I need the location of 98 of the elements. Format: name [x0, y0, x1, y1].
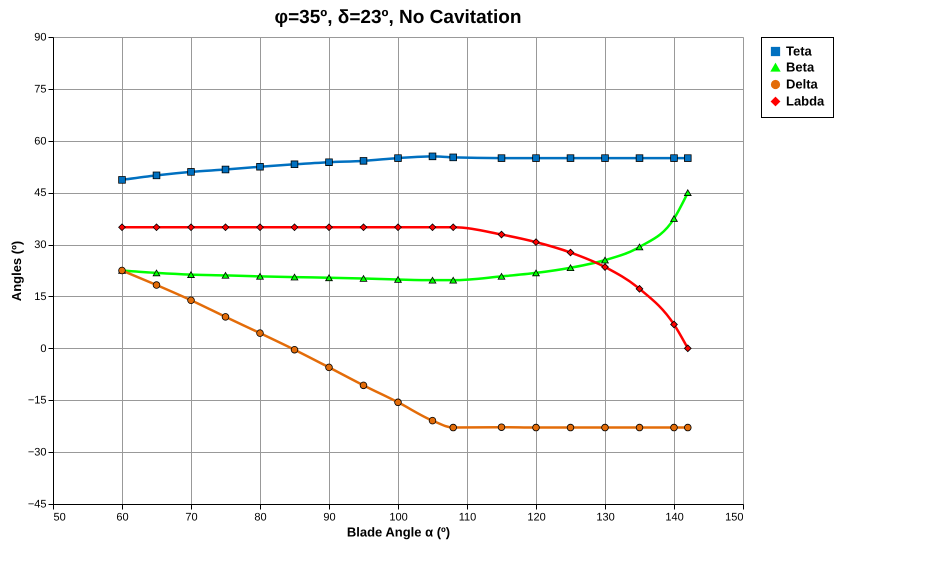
point — [256, 329, 264, 337]
y-tick-label: 90 — [34, 32, 46, 44]
point — [449, 424, 457, 432]
point — [684, 424, 692, 432]
point — [498, 154, 506, 162]
x-tick-label: 70 — [185, 512, 198, 524]
point — [684, 154, 692, 162]
x-tick-label: 120 — [527, 512, 546, 524]
point — [428, 152, 436, 160]
point — [360, 275, 368, 282]
point — [684, 344, 692, 352]
point — [394, 398, 402, 406]
point — [670, 320, 678, 328]
point — [532, 154, 540, 162]
point — [152, 281, 160, 289]
point — [256, 224, 264, 232]
point — [256, 162, 264, 170]
y-tick-label: 75 — [34, 83, 46, 96]
point — [187, 224, 195, 232]
point — [449, 224, 457, 232]
point — [325, 224, 333, 232]
x-tick-label: 80 — [254, 512, 267, 524]
point — [394, 276, 402, 283]
point — [566, 424, 574, 432]
point — [636, 285, 644, 293]
point — [601, 154, 609, 162]
y-tick-label: 60 — [34, 135, 46, 148]
y-tick-label: 15 — [34, 290, 46, 303]
point — [222, 224, 230, 232]
x-tick-label: 50 — [54, 512, 66, 524]
point — [498, 423, 506, 431]
point — [290, 224, 298, 232]
point — [449, 276, 457, 284]
point — [222, 313, 230, 321]
point — [449, 154, 457, 162]
point — [428, 276, 436, 284]
point — [118, 176, 126, 184]
point — [428, 416, 436, 424]
y-tick-label: 30 — [34, 239, 46, 252]
x-axis-title: Blade Angle α (º) — [346, 524, 450, 540]
x-tick-label: 90 — [323, 512, 336, 524]
point — [325, 158, 333, 166]
point — [152, 224, 160, 232]
point — [290, 274, 298, 280]
legend-label: Delta — [786, 76, 819, 92]
point — [187, 168, 195, 176]
point — [498, 230, 506, 238]
point — [428, 224, 436, 232]
point — [684, 189, 692, 196]
y-tick-label: 0 — [40, 342, 46, 355]
legend-label: Teta — [786, 44, 813, 58]
point — [222, 166, 230, 174]
point — [670, 154, 678, 162]
point — [256, 273, 264, 280]
legend-label: Labda — [786, 94, 826, 108]
point — [360, 157, 368, 165]
point — [566, 154, 574, 162]
point — [566, 264, 574, 272]
point — [394, 224, 402, 232]
point — [532, 270, 540, 276]
point — [636, 244, 644, 250]
point — [360, 224, 368, 232]
x-tick-label: 110 — [458, 512, 476, 524]
x-tick-label: 140 — [665, 512, 684, 524]
x-tick-label: 150 — [725, 512, 744, 524]
x-tick-label: 130 — [596, 512, 615, 524]
y-tick-label: −30 — [28, 446, 46, 459]
point — [532, 238, 540, 246]
point — [498, 273, 506, 280]
point — [601, 263, 609, 271]
y-tick-label: −45 — [28, 498, 46, 510]
y-tick-label: −15 — [28, 394, 46, 407]
x-tick-label: 100 — [389, 512, 408, 524]
point — [394, 154, 402, 162]
point — [566, 248, 574, 256]
point — [187, 296, 195, 304]
point — [118, 224, 126, 232]
point — [670, 424, 678, 432]
point — [636, 424, 644, 432]
point — [601, 256, 609, 264]
point — [290, 160, 298, 168]
point — [532, 424, 540, 432]
y-tick-label: 45 — [34, 187, 46, 200]
point — [360, 382, 368, 390]
point — [636, 154, 644, 162]
point — [325, 274, 333, 282]
y-axis-title: Angles (º) — [8, 240, 24, 302]
point — [601, 424, 609, 432]
chart-title: φ=35º, δ=23º, No Cavitation — [274, 7, 522, 28]
point — [670, 215, 678, 222]
point — [222, 272, 230, 279]
point — [290, 346, 298, 354]
legend-label: Beta — [786, 60, 815, 74]
point — [325, 364, 333, 372]
point — [152, 270, 160, 276]
point — [152, 172, 160, 180]
x-tick-label: 60 — [116, 512, 129, 524]
point — [187, 271, 195, 278]
